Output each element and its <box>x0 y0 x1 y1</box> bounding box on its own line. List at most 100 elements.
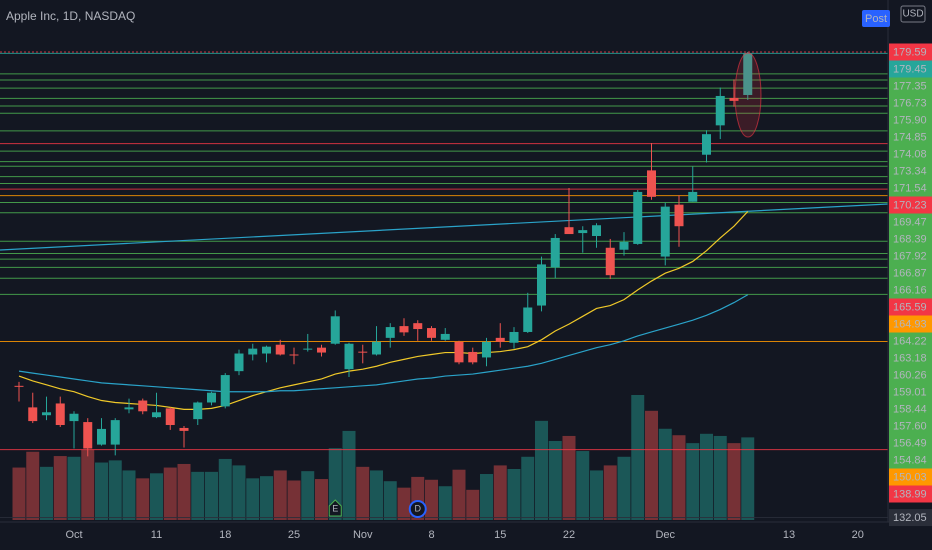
volume-bar <box>260 476 273 520</box>
price-label: 163.18 <box>893 352 927 364</box>
candle-body <box>234 353 244 372</box>
candle-body <box>248 348 258 355</box>
volume-bar <box>328 448 342 520</box>
volume-bar <box>12 467 26 520</box>
volume-bar <box>191 471 205 520</box>
candle-body <box>523 307 533 332</box>
price-label: 179.59 <box>893 46 927 58</box>
volume-bar <box>95 462 108 520</box>
candle-body <box>633 191 643 244</box>
candle-body <box>592 225 601 237</box>
trend-line <box>0 203 889 251</box>
price-label-bg <box>889 264 932 282</box>
candle-body <box>220 375 230 407</box>
volume-bar <box>452 469 466 520</box>
currency-badge[interactable]: USD <box>902 9 923 20</box>
x-tick-label: 20 <box>852 529 864 541</box>
candle-body <box>482 341 491 358</box>
price-label: 159.01 <box>893 386 927 398</box>
event-label: D <box>415 503 422 513</box>
volume-bar <box>493 465 507 520</box>
price-label: 179.45 <box>893 63 927 75</box>
price-label-bg <box>889 509 932 527</box>
candle-body <box>660 206 670 257</box>
volume-bar <box>590 470 603 520</box>
candle-body <box>124 407 134 410</box>
candle-body <box>28 407 38 422</box>
volume-bar <box>383 481 397 520</box>
candle-body <box>317 347 326 353</box>
price-label-bg <box>889 128 932 146</box>
session-badge: Post <box>865 13 887 25</box>
event-label: E <box>332 503 338 513</box>
candle-body <box>537 264 546 306</box>
candle-body <box>358 351 368 353</box>
x-tick-label: 13 <box>783 529 795 541</box>
candle-body <box>440 333 450 340</box>
currency-badge-bg[interactable] <box>900 5 926 23</box>
candle-body <box>55 403 65 426</box>
volume-bar <box>466 489 480 520</box>
volume-bar <box>40 466 53 520</box>
volume-bar <box>67 456 81 520</box>
levels <box>0 51 888 519</box>
price-label-bg <box>889 43 932 61</box>
candle-body <box>468 351 478 363</box>
candle-body <box>165 408 175 426</box>
candle-body <box>605 247 615 276</box>
price-label-bg <box>889 77 932 95</box>
time-labels: Oct 11 18 25 Nov 8 15 22 Dec 13 20 <box>65 529 863 541</box>
volume-bar <box>205 471 218 520</box>
price-label: 150.03 <box>893 471 927 483</box>
volume-bar <box>727 443 741 520</box>
price-label: 176.73 <box>893 97 927 109</box>
price-label-bg <box>889 383 932 401</box>
volume-bar <box>218 458 232 520</box>
volume-bar <box>273 470 287 520</box>
price-label-bg <box>889 247 932 265</box>
volume-bar <box>700 433 713 520</box>
candle-body <box>550 237 560 268</box>
candle-body <box>385 327 395 338</box>
candle-body <box>743 53 753 95</box>
volume-bar <box>53 456 67 520</box>
candle-body <box>69 413 79 422</box>
price-label: 157.60 <box>893 420 927 432</box>
candle-body <box>619 241 629 250</box>
price-label: 168.39 <box>893 233 927 245</box>
price-label: 175.90 <box>893 114 927 126</box>
price-label: 165.59 <box>893 301 927 313</box>
volume-bar <box>686 443 700 520</box>
price-label-bg <box>889 179 932 197</box>
candle-body <box>578 230 588 234</box>
price-label: 156.49 <box>893 437 927 449</box>
candle-body <box>152 412 161 418</box>
price-label: 171.54 <box>893 182 927 194</box>
price-label-bg <box>889 94 932 112</box>
price-label-bg <box>889 315 932 333</box>
price-label-bg <box>889 281 932 299</box>
price-label-bg <box>889 145 932 163</box>
candle-body <box>495 337 505 342</box>
candle-body <box>399 326 409 333</box>
moving-average <box>18 294 749 393</box>
price-label: 164.22 <box>893 335 927 347</box>
price-label: 132.05 <box>893 512 927 524</box>
price-label-bg <box>889 162 932 180</box>
symbol-title: Apple Inc, 1D, NASDAQ <box>6 9 135 23</box>
candle-body <box>729 97 739 101</box>
candle-body <box>110 420 120 445</box>
price-label-bg <box>889 298 932 316</box>
session-badge-bg <box>862 10 890 27</box>
volume-bar <box>150 473 163 520</box>
candle-body <box>688 191 698 202</box>
candles <box>14 51 753 457</box>
highlight-ellipse <box>734 52 762 138</box>
volume-bar <box>603 465 617 520</box>
volume-bar <box>301 471 315 520</box>
price-label-bg <box>889 400 932 418</box>
volume-bar <box>177 463 191 520</box>
event-marker <box>408 500 427 518</box>
